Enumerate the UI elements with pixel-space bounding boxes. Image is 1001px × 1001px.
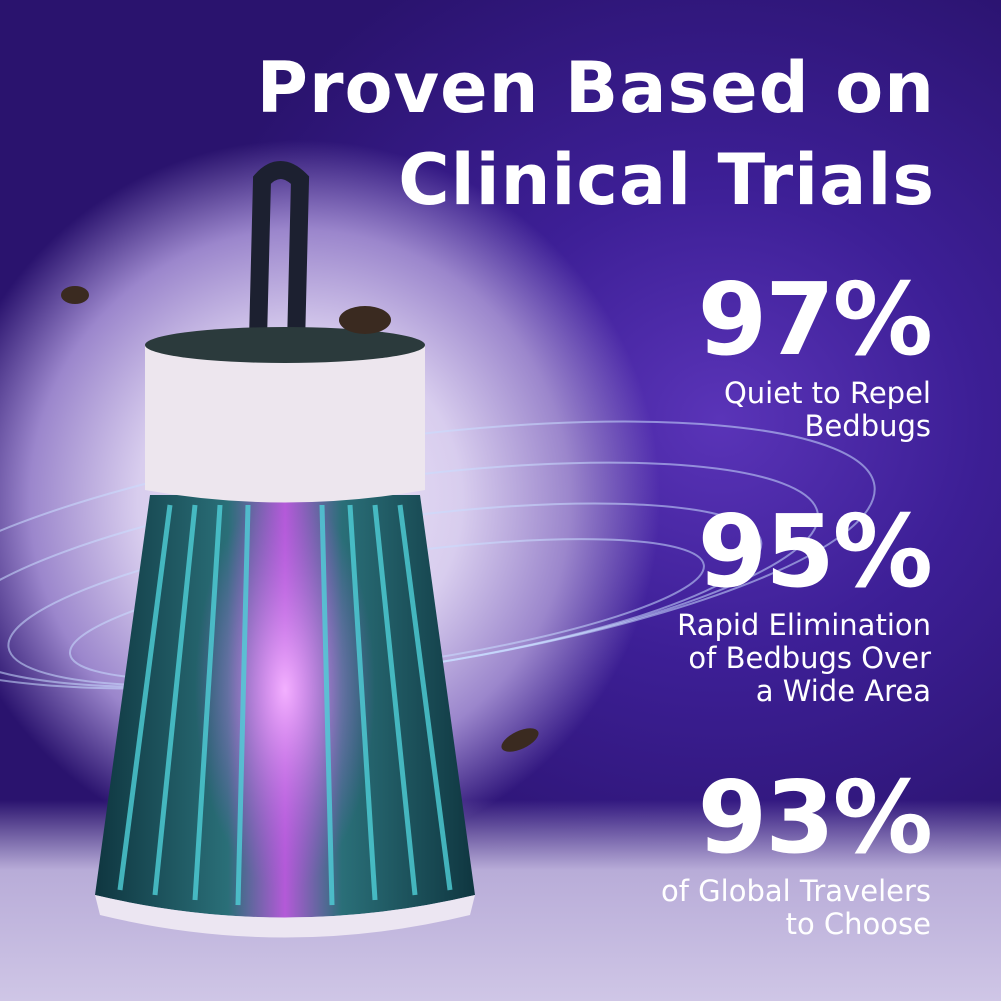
- stat-value: 97%: [697, 261, 933, 378]
- fly-icon: [61, 286, 89, 304]
- stat-label: Quiet to Repel: [723, 376, 931, 410]
- headline-line-2: Clinical Trials: [398, 139, 935, 221]
- stat-label: a Wide Area: [755, 674, 931, 708]
- lamp-grill: [117, 504, 453, 906]
- insects: [61, 286, 539, 752]
- lamp-base: [95, 895, 475, 938]
- stat-value: 93%: [697, 759, 933, 876]
- stat-93: 93% of Global Travelers to Choose: [661, 759, 933, 941]
- stat-95: 95% Rapid Elimination of Bedbugs Over a …: [677, 493, 933, 708]
- headline: Proven Based on Clinical Trials: [257, 42, 935, 226]
- lamp-cap-top: [145, 327, 425, 363]
- hanging-strap: [249, 161, 310, 354]
- stat-value: 95%: [697, 493, 933, 610]
- headline-line-1: Proven Based on: [256, 47, 935, 129]
- stat-label: Bedbugs: [804, 409, 931, 443]
- stat-label: to Choose: [785, 907, 931, 941]
- uv-glow: [195, 490, 375, 890]
- stat-label: of Bedbugs Over: [688, 641, 931, 675]
- stat-label: Rapid Elimination: [677, 608, 931, 642]
- stat-label: of Global Travelers: [661, 874, 931, 908]
- stat-97: 97% Quiet to Repel Bedbugs: [697, 261, 933, 443]
- bedbug-icon: [339, 306, 391, 334]
- lamp-cap: [145, 332, 425, 503]
- cockroach-icon: [501, 728, 539, 752]
